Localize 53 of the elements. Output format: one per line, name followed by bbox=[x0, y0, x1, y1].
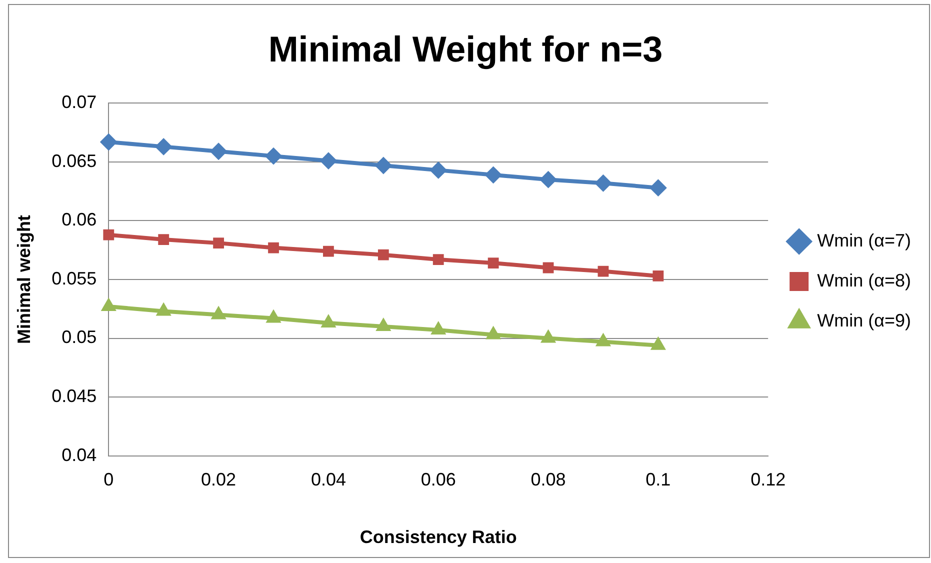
point bbox=[100, 133, 118, 150]
x-tick-label: 0.08 bbox=[530, 470, 566, 490]
legend-label: Wmin (α=9) bbox=[817, 310, 912, 330]
legend-label: Wmin (α=7) bbox=[817, 230, 912, 250]
y-tick-label: 0.045 bbox=[52, 386, 97, 406]
point bbox=[596, 333, 611, 346]
point bbox=[594, 174, 612, 192]
point bbox=[652, 270, 664, 282]
x-tick-label: 0.04 bbox=[310, 470, 346, 490]
chart-title: Minimal Weight for n=3 bbox=[268, 28, 663, 70]
x-tick-label: 0.12 bbox=[750, 470, 786, 490]
y-tick-label: 0.065 bbox=[52, 150, 97, 171]
point bbox=[430, 162, 447, 179]
point bbox=[378, 249, 389, 260]
point bbox=[650, 336, 666, 350]
point bbox=[210, 142, 228, 160]
point bbox=[321, 314, 336, 328]
point bbox=[432, 254, 444, 265]
point bbox=[542, 262, 554, 274]
point bbox=[323, 246, 334, 257]
point bbox=[156, 302, 172, 316]
point bbox=[598, 266, 609, 277]
y-axis-title: Minimal weight bbox=[14, 214, 34, 344]
point bbox=[155, 138, 172, 156]
y-tick-label: 0.04 bbox=[62, 444, 97, 465]
point bbox=[211, 306, 226, 320]
point bbox=[213, 238, 224, 249]
x-tick-label: 0.02 bbox=[201, 470, 236, 490]
y-tick-label: 0.07 bbox=[62, 92, 97, 112]
point bbox=[376, 318, 391, 332]
point bbox=[158, 234, 170, 245]
y-tick-label: 0.055 bbox=[52, 268, 97, 288]
point bbox=[101, 298, 116, 312]
x-tick-label: 0.1 bbox=[646, 470, 671, 490]
legend-label: Wmin (α=8) bbox=[817, 270, 912, 290]
x-tick-label: 0.06 bbox=[420, 470, 456, 490]
point bbox=[488, 258, 499, 268]
y-tick-label: 0.05 bbox=[62, 327, 97, 348]
point bbox=[103, 229, 114, 240]
point bbox=[266, 310, 281, 323]
point bbox=[430, 322, 446, 335]
y-tick-label: 0.06 bbox=[62, 210, 97, 230]
point bbox=[486, 326, 501, 340]
x-axis-title: Consistency Ratio bbox=[360, 527, 517, 548]
point bbox=[265, 148, 282, 165]
point bbox=[484, 166, 502, 184]
point bbox=[374, 156, 392, 174]
point bbox=[540, 330, 556, 343]
point bbox=[268, 242, 279, 254]
point bbox=[650, 179, 667, 196]
point bbox=[320, 152, 337, 170]
x-tick-label: 0 bbox=[104, 470, 114, 490]
point bbox=[540, 171, 557, 188]
